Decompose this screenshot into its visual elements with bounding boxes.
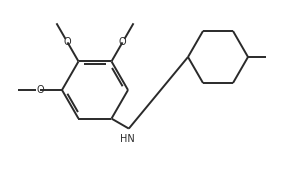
Text: HN: HN [121,134,135,144]
Text: O: O [64,37,71,47]
Text: O: O [119,37,126,47]
Text: O: O [36,85,44,95]
